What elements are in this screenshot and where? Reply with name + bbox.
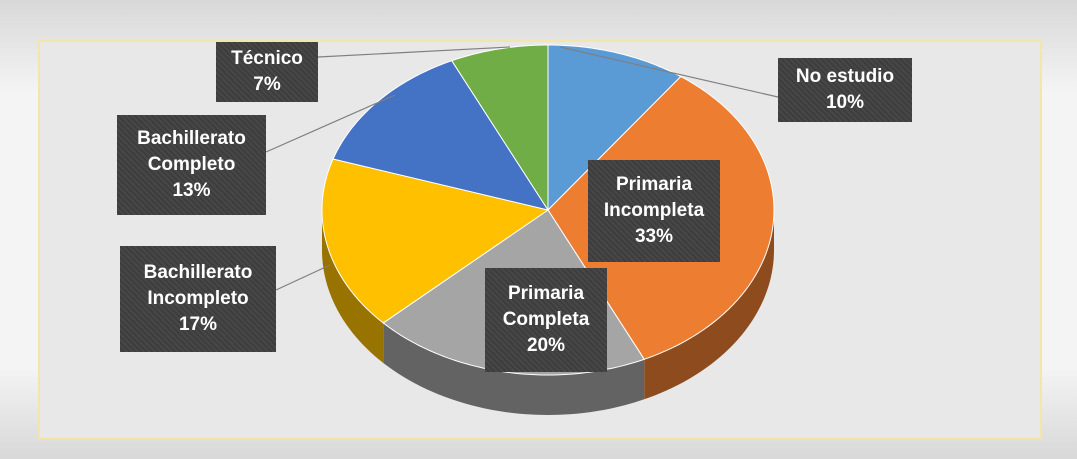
data-label: No estudio 10% bbox=[778, 58, 912, 122]
label-name: Bachillerato Completo bbox=[137, 128, 246, 175]
label-value: 33% bbox=[634, 226, 674, 247]
label-name: Bachillerato Incompleto bbox=[143, 262, 253, 309]
label-value: 13% bbox=[172, 180, 211, 201]
label-value: 7% bbox=[253, 74, 281, 95]
label-name: No estudio bbox=[795, 66, 895, 87]
label-name: Técnico bbox=[231, 48, 303, 69]
pie-slice bbox=[321, 158, 550, 324]
leader-line bbox=[559, 46, 779, 98]
label-value: 10% bbox=[825, 92, 865, 113]
data-label: Bachillerato Completo 13% bbox=[117, 115, 266, 215]
leader-line bbox=[265, 94, 396, 153]
label-name: Primaria Incompleta bbox=[603, 174, 705, 221]
label-name: Primaria Completa bbox=[502, 283, 590, 330]
pie-side bbox=[322, 210, 384, 363]
pie-slice bbox=[451, 44, 549, 212]
data-label: Bachillerato Incompleto 17% bbox=[120, 246, 276, 352]
pie-slice bbox=[547, 44, 682, 212]
data-label: Primaria Incompleta 33% bbox=[588, 160, 720, 262]
label-value: 20% bbox=[526, 335, 566, 356]
pie-side bbox=[644, 210, 774, 400]
data-label: Primaria Completa 20% bbox=[485, 268, 607, 372]
leader-line bbox=[275, 264, 331, 291]
pie-side bbox=[383, 322, 645, 415]
label-value: 17% bbox=[178, 314, 218, 335]
leader-line bbox=[317, 46, 511, 58]
data-label: Técnico 7% bbox=[216, 42, 318, 102]
